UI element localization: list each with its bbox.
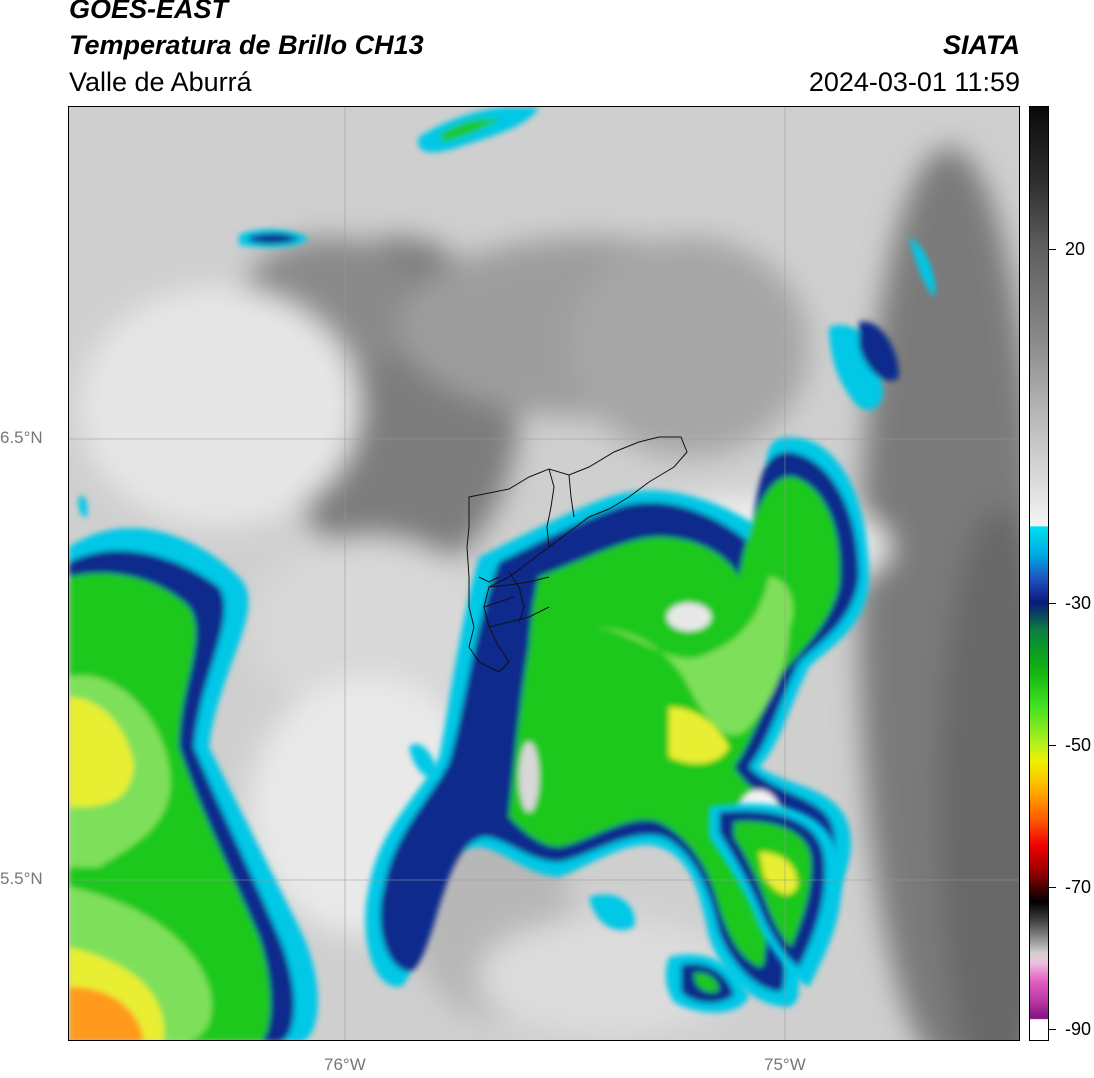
- municipal-boundaries: [466, 436, 688, 673]
- satellite-imagery: [69, 107, 1019, 1040]
- colorbar-label-minus30: -30: [1065, 593, 1092, 613]
- colorbar: [1029, 106, 1049, 1041]
- lat-label-5-5: 5.5°N: [0, 869, 43, 888]
- colorbar-tick: [1049, 249, 1056, 250]
- satellite-map[interactable]: [68, 106, 1020, 1041]
- colorbar-tick: [1049, 887, 1056, 888]
- datetime-label: 2024-03-01 11:59: [808, 67, 1020, 97]
- satellite-title: GOES-EAST: [69, 0, 229, 24]
- colorbar-label-minus90: -90: [1065, 1019, 1092, 1039]
- colorbar-tick: [1049, 603, 1056, 604]
- lon-label-75: 75°W: [764, 1055, 806, 1074]
- colorbar-label-minus50: -50: [1065, 735, 1092, 755]
- colorbar-tick: [1049, 1029, 1056, 1030]
- lat-label-6-5: 6.5°N: [0, 428, 43, 447]
- lon-label-76: 76°W: [324, 1055, 366, 1074]
- colorbar-label-20: 20: [1065, 239, 1086, 259]
- organization-label: SIATA: [943, 30, 1020, 60]
- colorbar-tick: [1049, 745, 1056, 746]
- colorbar-label-minus70: -70: [1065, 877, 1092, 897]
- product-title: Temperatura de Brillo CH13: [69, 30, 424, 60]
- region-subtitle: Valle de Aburrá: [69, 67, 252, 97]
